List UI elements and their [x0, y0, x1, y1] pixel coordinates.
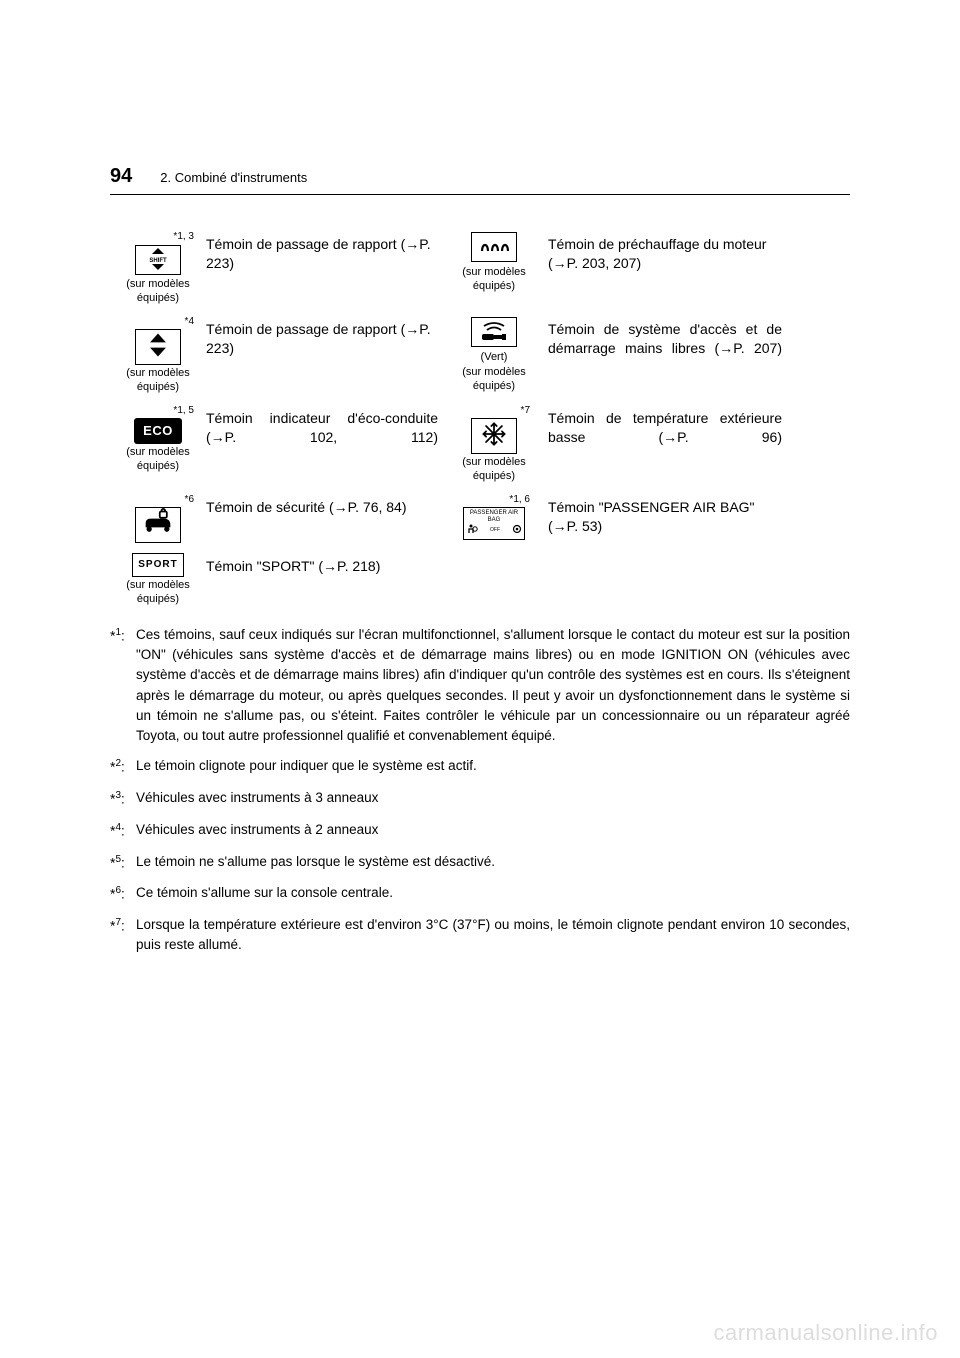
- icon-cell: *1, 6 PASSENGER AIR BAG OFF: [446, 494, 542, 540]
- icon-note: *1, 6: [446, 494, 542, 507]
- footnote: *2: Le témoin clignote pour indiquer que…: [110, 756, 850, 778]
- footnote: *5: Le témoin ne s'allume pas lorsque le…: [110, 852, 850, 874]
- footnote: *1: Ces témoins, sauf ceux indiqués sur …: [110, 625, 850, 747]
- table-row: *4 (sur modèles équipés) Témoin de passa…: [110, 316, 850, 395]
- low-temperature-icon: [471, 418, 517, 454]
- footnote: *4: Véhicules avec instruments à 2 annea…: [110, 820, 850, 842]
- indicator-description: Témoin indicateur d'éco-conduite (→P. 10…: [206, 405, 446, 447]
- footnote: *7: Lorsque la température extérieure es…: [110, 915, 850, 956]
- indicator-description: Témoin de température extérieure basse (…: [542, 405, 782, 447]
- watermark: carmanualsonline.info: [713, 1320, 938, 1346]
- table-row: *1, 5 ECO (sur modèles équipés) Témoin i…: [110, 405, 850, 484]
- table-row: *1, 3 SHIFT (sur modèles équipés) Témoin…: [110, 231, 850, 306]
- airbag-person-icon: [466, 524, 478, 537]
- indicator-description: Témoin de sécurité (→P. 76, 84): [206, 494, 446, 517]
- icon-note: *4: [110, 316, 206, 329]
- page-number: 94: [110, 165, 132, 188]
- icon-note: *1, 3: [110, 231, 206, 244]
- footnote-text: Véhicules avec instruments à 3 anneaux: [136, 788, 850, 810]
- icon-cell: (sur modèles équipés): [446, 231, 542, 293]
- icon-cell: *7 (su: [446, 405, 542, 484]
- icon-subnote: (sur modèles équipés): [446, 266, 542, 294]
- footnotes: *1: Ces témoins, sauf ceux indiqués sur …: [110, 625, 850, 956]
- icon-subnote: (sur modèles équipés): [446, 366, 542, 394]
- footnote-text: Le témoin ne s'allume pas lorsque le sys…: [136, 852, 850, 874]
- icon-cell: *1, 5 ECO (sur modèles équipés): [110, 405, 206, 474]
- indicator-description: Témoin de passage de rapport (→P. 223): [206, 316, 446, 358]
- sport-indicator-icon: SPORT: [132, 553, 184, 577]
- indicator-description: Témoin de passage de rapport (→P. 223): [206, 231, 446, 273]
- footnote-mark: *6:: [110, 883, 136, 905]
- page: 94 2. Combiné d'instruments *1, 3 SHIFT …: [0, 0, 960, 1358]
- header-rule: [110, 194, 850, 195]
- footnote-text: Véhicules avec instruments à 2 anneaux: [136, 820, 850, 842]
- icon-subnote: (sur modèles équipés): [446, 456, 542, 484]
- icon-subnote: (sur modèles équipés): [110, 278, 206, 306]
- table-row: *6 Témoin de sécurité (→P. 76, 84) *1, 6…: [110, 494, 850, 544]
- pab-off-label: OFF: [490, 528, 500, 534]
- eco-indicator-icon: ECO: [134, 418, 182, 444]
- smart-key-icon: [471, 317, 517, 347]
- footnote-mark: *7:: [110, 915, 136, 956]
- passenger-airbag-icon: PASSENGER AIR BAG OFF: [463, 507, 525, 540]
- icon-subnote: (sur modèles équipés): [110, 579, 206, 607]
- indicator-description: Témoin "SPORT" (→P. 218): [206, 553, 446, 576]
- footnote-mark: *2:: [110, 756, 136, 778]
- indicator-description: Témoin de préchauffage du moteur (→P. 20…: [542, 231, 782, 273]
- shift-label-text: SHIFT: [149, 258, 167, 264]
- section-title: 2. Combiné d'instruments: [160, 170, 307, 185]
- icon-note: *1, 5: [110, 405, 206, 418]
- icon-subnote-top: (Vert): [446, 351, 542, 365]
- footnote-text: Ce témoin s'allume sur la console centra…: [136, 883, 850, 905]
- icon-subnote: (sur modèles équipés): [110, 367, 206, 395]
- footnote-text: Ces témoins, sauf ceux indiqués sur l'éc…: [136, 625, 850, 747]
- glow-plug-icon: [471, 232, 517, 262]
- table-row: SPORT (sur modèles équipés) Témoin "SPOR…: [110, 553, 850, 607]
- icon-note: *7: [446, 405, 542, 418]
- footnote: *3: Véhicules avec instruments à 3 annea…: [110, 788, 850, 810]
- icon-cell: SPORT (sur modèles équipés): [110, 553, 206, 607]
- footnote-text: Lorsque la température extérieure est d'…: [136, 915, 850, 956]
- indicator-description: Témoin de système d'accès et de démarrag…: [542, 316, 782, 358]
- shift-arrows-icon: [135, 329, 181, 365]
- security-indicator-icon: [135, 507, 181, 543]
- footnote-mark: *3:: [110, 788, 136, 810]
- icon-cell: *1, 3 SHIFT (sur modèles équipés): [110, 231, 206, 306]
- icon-note: *6: [110, 494, 206, 507]
- icon-cell: *6: [110, 494, 206, 544]
- indicator-table: *1, 3 SHIFT (sur modèles équipés) Témoin…: [110, 231, 850, 607]
- footnote-mark: *1:: [110, 625, 136, 747]
- pab-icon-row: OFF: [466, 524, 522, 537]
- icon-cell: (Vert) (sur modèles équipés): [446, 316, 542, 394]
- footnote-mark: *5:: [110, 852, 136, 874]
- icon-subnote: (sur modèles équipés): [110, 446, 206, 474]
- footnote: *6: Ce témoin s'allume sur la console ce…: [110, 883, 850, 905]
- indicator-dot-icon: [512, 524, 522, 537]
- page-header: 94 2. Combiné d'instruments: [110, 0, 850, 205]
- footnote-mark: *4:: [110, 820, 136, 842]
- icon-cell: *4 (sur modèles équipés): [110, 316, 206, 395]
- pab-title: PASSENGER AIR BAG: [466, 510, 522, 523]
- shift-indicator-icon: SHIFT: [135, 245, 181, 275]
- footnote-text: Le témoin clignote pour indiquer que le …: [136, 756, 850, 778]
- indicator-description: Témoin "PASSENGER AIR BAG" (→P. 53): [542, 494, 782, 536]
